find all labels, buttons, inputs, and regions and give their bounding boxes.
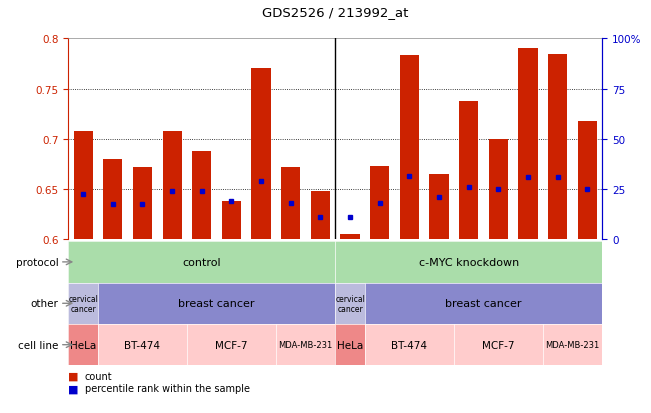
- Text: protocol: protocol: [16, 257, 59, 267]
- Bar: [489, 139, 508, 240]
- Bar: [400, 56, 419, 240]
- Text: count: count: [85, 371, 112, 381]
- Bar: [133, 167, 152, 240]
- Bar: [163, 131, 182, 240]
- Text: breast cancer: breast cancer: [178, 299, 255, 309]
- Bar: [340, 235, 360, 240]
- Text: MDA-MB-231: MDA-MB-231: [279, 340, 333, 349]
- Text: GDS2526 / 213992_at: GDS2526 / 213992_at: [262, 6, 408, 19]
- Bar: [518, 49, 538, 240]
- Text: ■: ■: [68, 371, 79, 381]
- Text: cervical
cancer: cervical cancer: [68, 294, 98, 313]
- Text: breast cancer: breast cancer: [445, 299, 522, 309]
- Text: cervical
cancer: cervical cancer: [335, 294, 365, 313]
- Text: BT-474: BT-474: [124, 340, 161, 350]
- Text: c-MYC knockdown: c-MYC knockdown: [419, 257, 519, 267]
- Bar: [74, 131, 93, 240]
- Text: cell line: cell line: [18, 340, 59, 350]
- Bar: [459, 101, 478, 240]
- Bar: [192, 152, 212, 240]
- Text: control: control: [182, 257, 221, 267]
- Bar: [311, 192, 330, 240]
- Text: MCF-7: MCF-7: [482, 340, 515, 350]
- Bar: [251, 69, 271, 240]
- Text: other: other: [31, 299, 59, 309]
- Bar: [548, 55, 567, 240]
- Bar: [577, 121, 597, 240]
- Bar: [281, 167, 300, 240]
- Bar: [370, 166, 389, 240]
- Text: HeLa: HeLa: [70, 340, 96, 350]
- Text: MCF-7: MCF-7: [215, 340, 248, 350]
- Bar: [222, 202, 241, 240]
- Bar: [430, 174, 449, 240]
- Text: HeLa: HeLa: [337, 340, 363, 350]
- Bar: [104, 159, 122, 240]
- Text: BT-474: BT-474: [391, 340, 428, 350]
- Text: percentile rank within the sample: percentile rank within the sample: [85, 383, 249, 393]
- Text: MDA-MB-231: MDA-MB-231: [546, 340, 600, 349]
- Text: ■: ■: [68, 383, 79, 393]
